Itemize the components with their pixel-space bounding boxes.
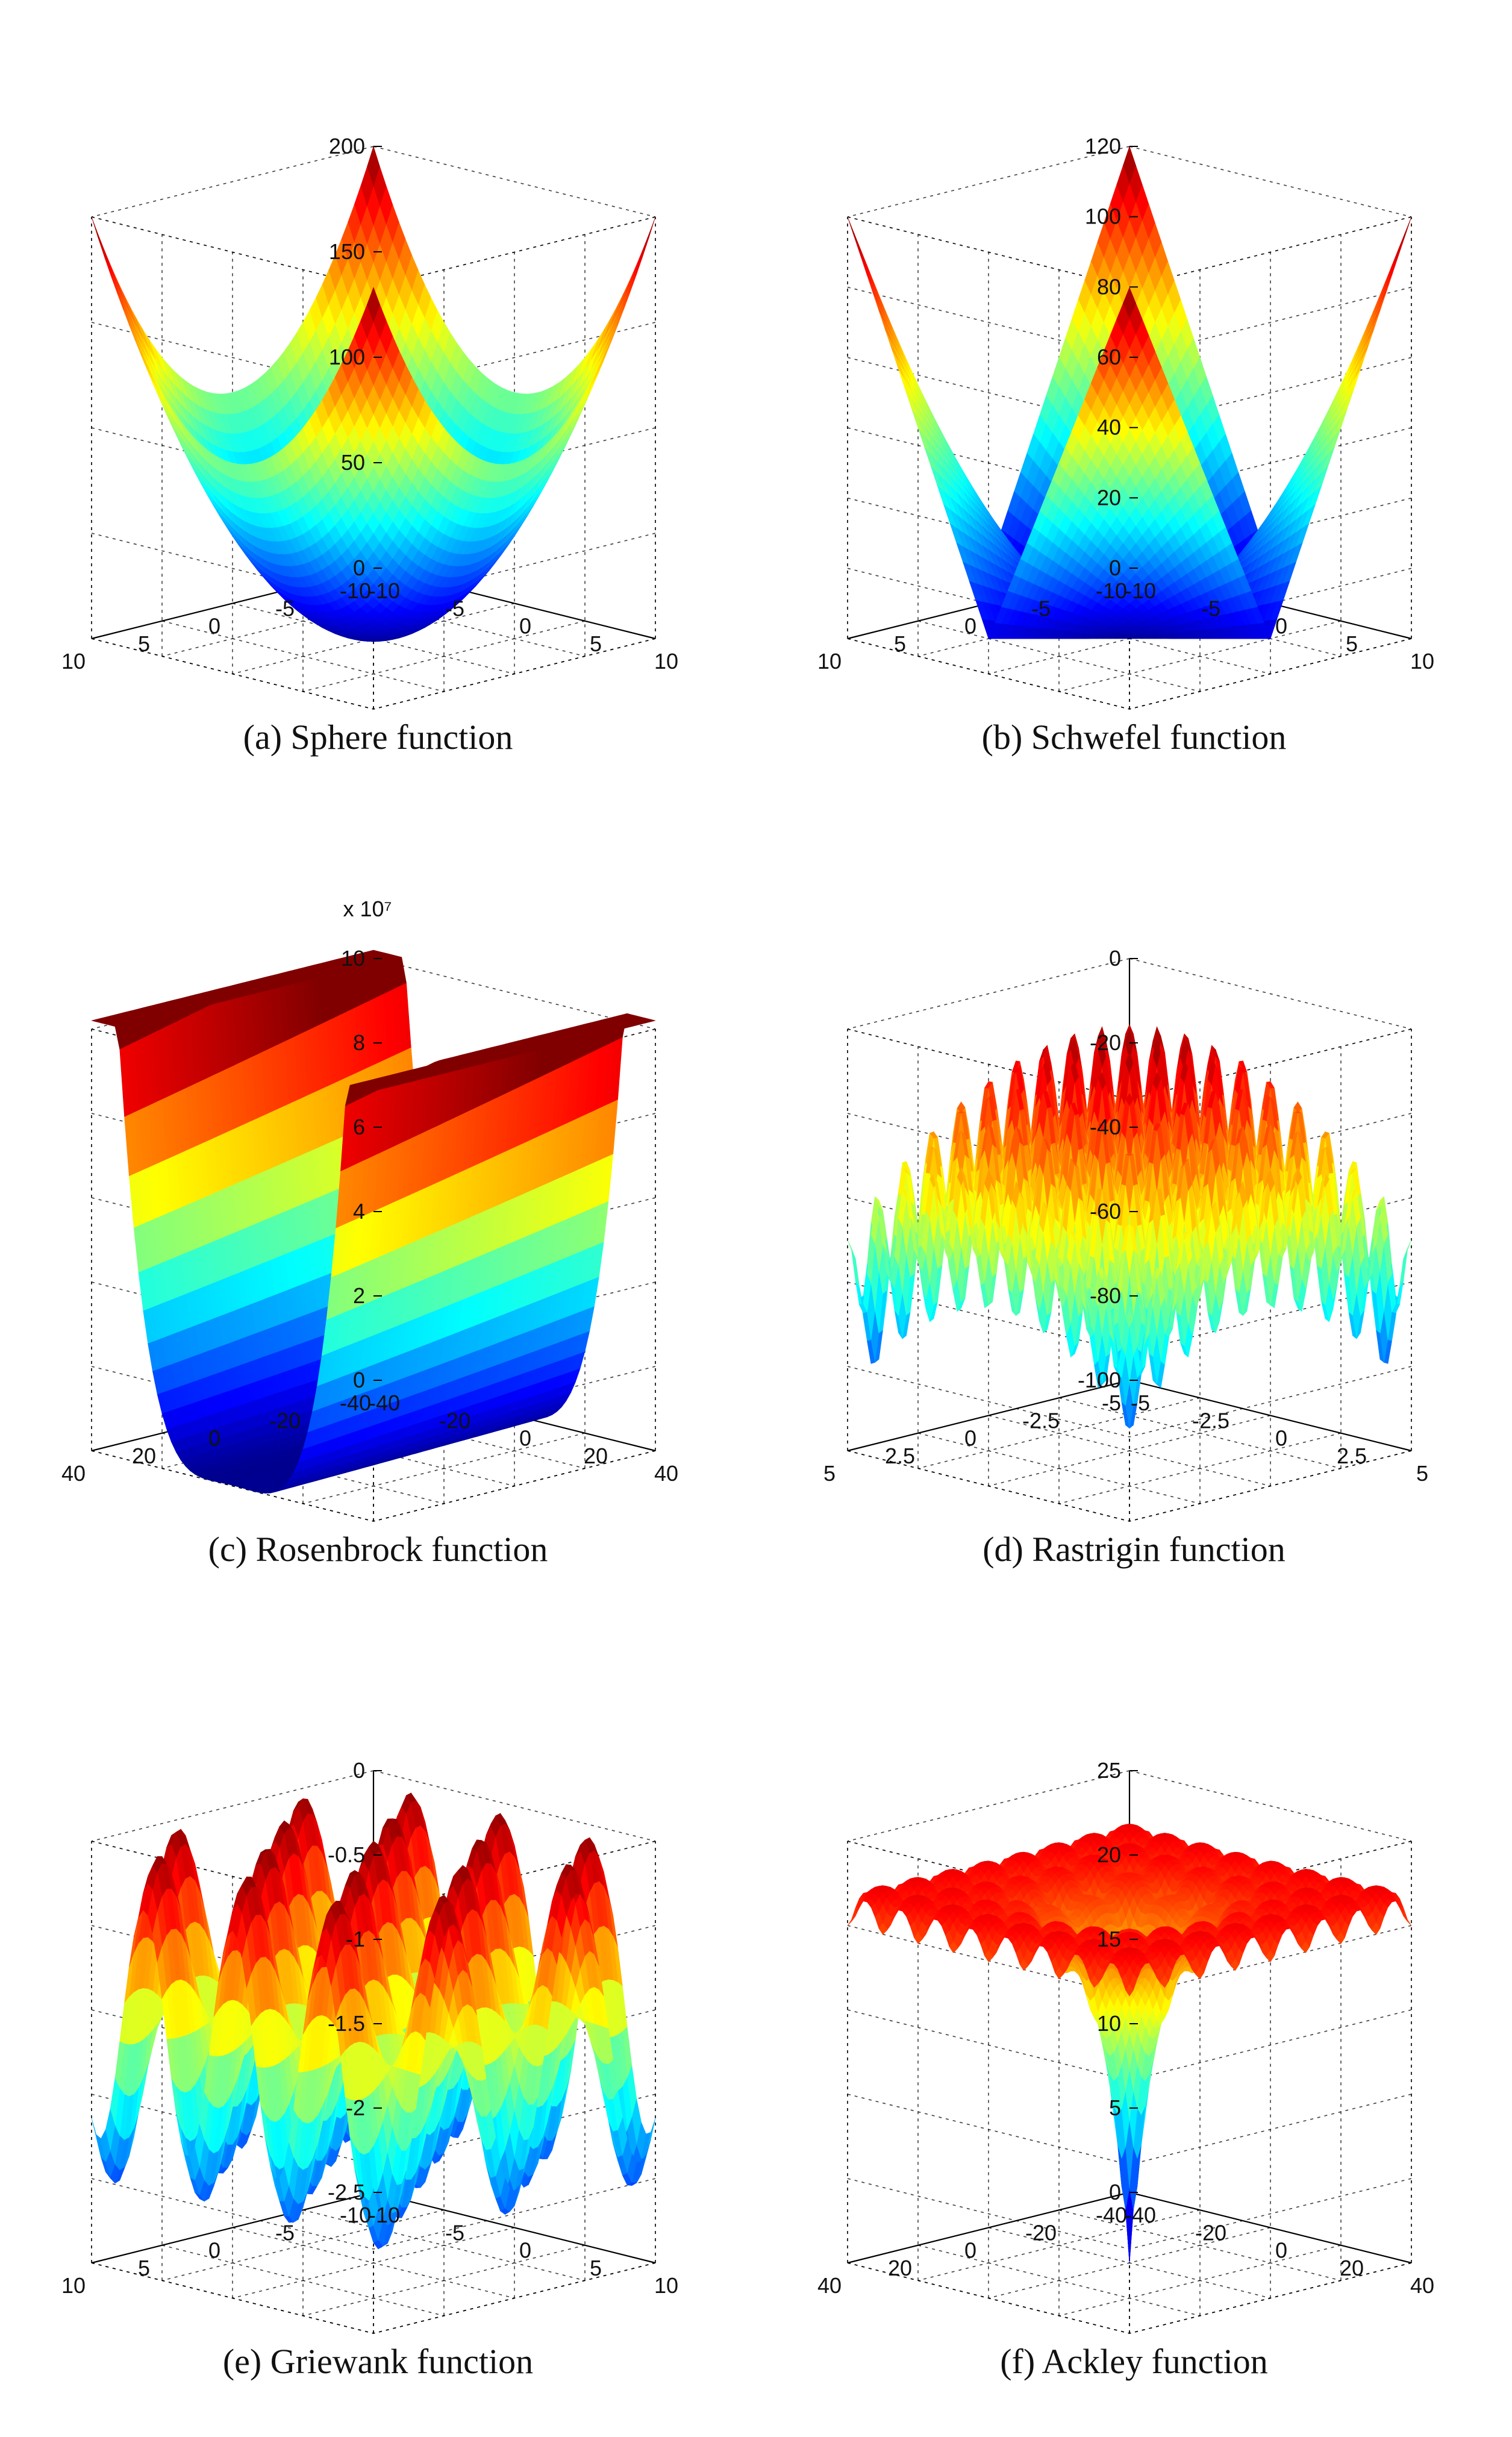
gridline-wall-z: [847, 216, 1130, 288]
surface-patch: [623, 265, 637, 301]
z-tick-label: 20: [1097, 485, 1121, 510]
surface-patch: [1385, 255, 1399, 289]
z-tick-label: 50: [341, 450, 365, 475]
x-tick-label: 0: [519, 614, 531, 639]
x-tick-label: 5: [590, 631, 602, 656]
x-tick-label: -5: [1201, 596, 1220, 621]
x-tick-label: 0: [1275, 614, 1287, 639]
gridline-wall-z: [1129, 427, 1412, 499]
y-tick-label: 10: [61, 649, 86, 674]
z-tick-label: 150: [329, 239, 365, 264]
surface-patch: [847, 216, 861, 252]
z-tick-label: 40: [1097, 415, 1121, 440]
surface-patch: [1385, 251, 1399, 284]
gridline-floor-y: [917, 620, 1201, 692]
gridline-wall-z: [373, 322, 656, 393]
gridline-wall-z: [91, 533, 374, 604]
z-tick-label: 0: [353, 555, 365, 580]
surface-patch: [1379, 274, 1393, 307]
gridline-floor-y: [161, 620, 445, 692]
z-tick-label: 60: [1097, 345, 1121, 369]
gridline-wall-z: [91, 322, 374, 393]
surface-patch: [1379, 269, 1393, 302]
caption-schwefel: (b) Schwefel function: [756, 717, 1512, 757]
x-tick-label: 10: [1410, 649, 1434, 674]
surface-patch: [367, 287, 380, 322]
surface-patch: [1392, 236, 1405, 270]
gridline-wall-z: [373, 638, 656, 710]
gridline-wall-z: [1129, 638, 1412, 710]
gridline-wall-z: [1129, 286, 1412, 358]
gridline-wall-z: [373, 216, 656, 288]
x-tick-label: -5: [445, 596, 464, 621]
surface: [847, 146, 1412, 639]
z-tick-label: 100: [329, 345, 365, 369]
surface-patch: [1366, 306, 1380, 338]
axis-edge: [373, 146, 656, 217]
y-tick-label: -5: [1031, 596, 1051, 621]
axis-edge: [1129, 146, 1412, 217]
gridline-floor-y: [302, 585, 586, 657]
panel-rosenbrock: 0 2 4 6 8 10 -40 -20 0 20 40 -40 -20 0 20 40 x 10⁷ (c) R…: [0, 812, 756, 1624]
axis-edge: [373, 958, 656, 1030]
surface-patch: [623, 271, 637, 306]
tick-labels: 0 50 100 150 200 -10 -5 0 5 10 -10 -5 0 5 10: [61, 134, 678, 674]
axis-edge: [847, 146, 1130, 217]
gridline-wall-z: [847, 357, 1130, 429]
gridline-wall-z: [1129, 216, 1412, 288]
y-tick-label: -5: [275, 596, 295, 621]
x-tick-label: 5: [1346, 631, 1358, 656]
surface: [91, 949, 656, 1494]
surface: [91, 145, 656, 642]
tick-labels: 0 20 40 60 80 100 120 -10 -5 0 5 10 -10 -5 0 5 10: [817, 134, 1434, 674]
z-tick-label: 0: [1109, 555, 1121, 580]
gridline-floor-y: [373, 568, 656, 639]
surface-patch: [866, 274, 880, 307]
surface-patch: [629, 250, 643, 286]
surface-patch: [110, 271, 124, 306]
surface-patch: [1372, 288, 1386, 320]
surface-patch: [1398, 216, 1412, 252]
surface-patch: [854, 236, 867, 270]
gridline-wall-z: [847, 286, 1130, 358]
plot-sphere: 0 50 100 150 200 -10 -5 0 5 10 -10 -5 0 5 10: [61, 134, 678, 710]
gridline-wall-z: [373, 533, 656, 604]
panel-schwefel: 0 20 40 60 80 100 120 -10 -5 0 5 10 -10 -5 0 5 10 (b) Sc…: [756, 0, 1512, 812]
gridline-wall-z: [91, 216, 374, 288]
surface-patch: [860, 255, 873, 289]
x-tick-label: 10: [654, 649, 678, 674]
surface-patch: [860, 251, 873, 284]
surface-patch: [104, 250, 117, 286]
x-tick-label: -10: [369, 578, 400, 603]
gridline-wall-z: [91, 1450, 374, 1522]
gridline-wall-z: [847, 638, 1130, 710]
gridline-wall-z: [1129, 357, 1412, 429]
gridline-wall-z: [847, 427, 1130, 499]
z-tick-label: 200: [329, 134, 365, 158]
surface-patch: [879, 306, 893, 338]
y-tick-label: 0: [208, 614, 220, 639]
z-tick-label: 120: [1085, 134, 1121, 158]
x-tick-label: -10: [1125, 578, 1156, 603]
panel-sphere: 0 50 100 150 200 -10 -5 0 5 10 -10 -5 0 5 10 (a) Spher…: [0, 0, 756, 812]
y-tick-label: 10: [817, 649, 842, 674]
z-tick-label: 100: [1085, 204, 1121, 229]
surface-patch: [110, 265, 124, 301]
axis-edge: [91, 146, 374, 217]
gridline-wall-z: [373, 1450, 656, 1522]
y-tick-label: 0: [964, 614, 976, 639]
caption-sphere: (a) Sphere function: [0, 717, 756, 757]
z-tick-label: 80: [1097, 274, 1121, 299]
y-tick-label: -10: [340, 578, 371, 603]
surface-patch: [873, 288, 887, 320]
y-tick-label: 5: [894, 631, 906, 656]
y-tick-label: 5: [138, 631, 150, 656]
surface-patch: [866, 269, 880, 302]
y-tick-label: -10: [1096, 578, 1127, 603]
gridline-wall-z: [91, 638, 374, 710]
plot-schwefel: 0 20 40 60 80 100 120 -10 -5 0 5 10 -10 -5 0 5 10: [817, 134, 1434, 710]
